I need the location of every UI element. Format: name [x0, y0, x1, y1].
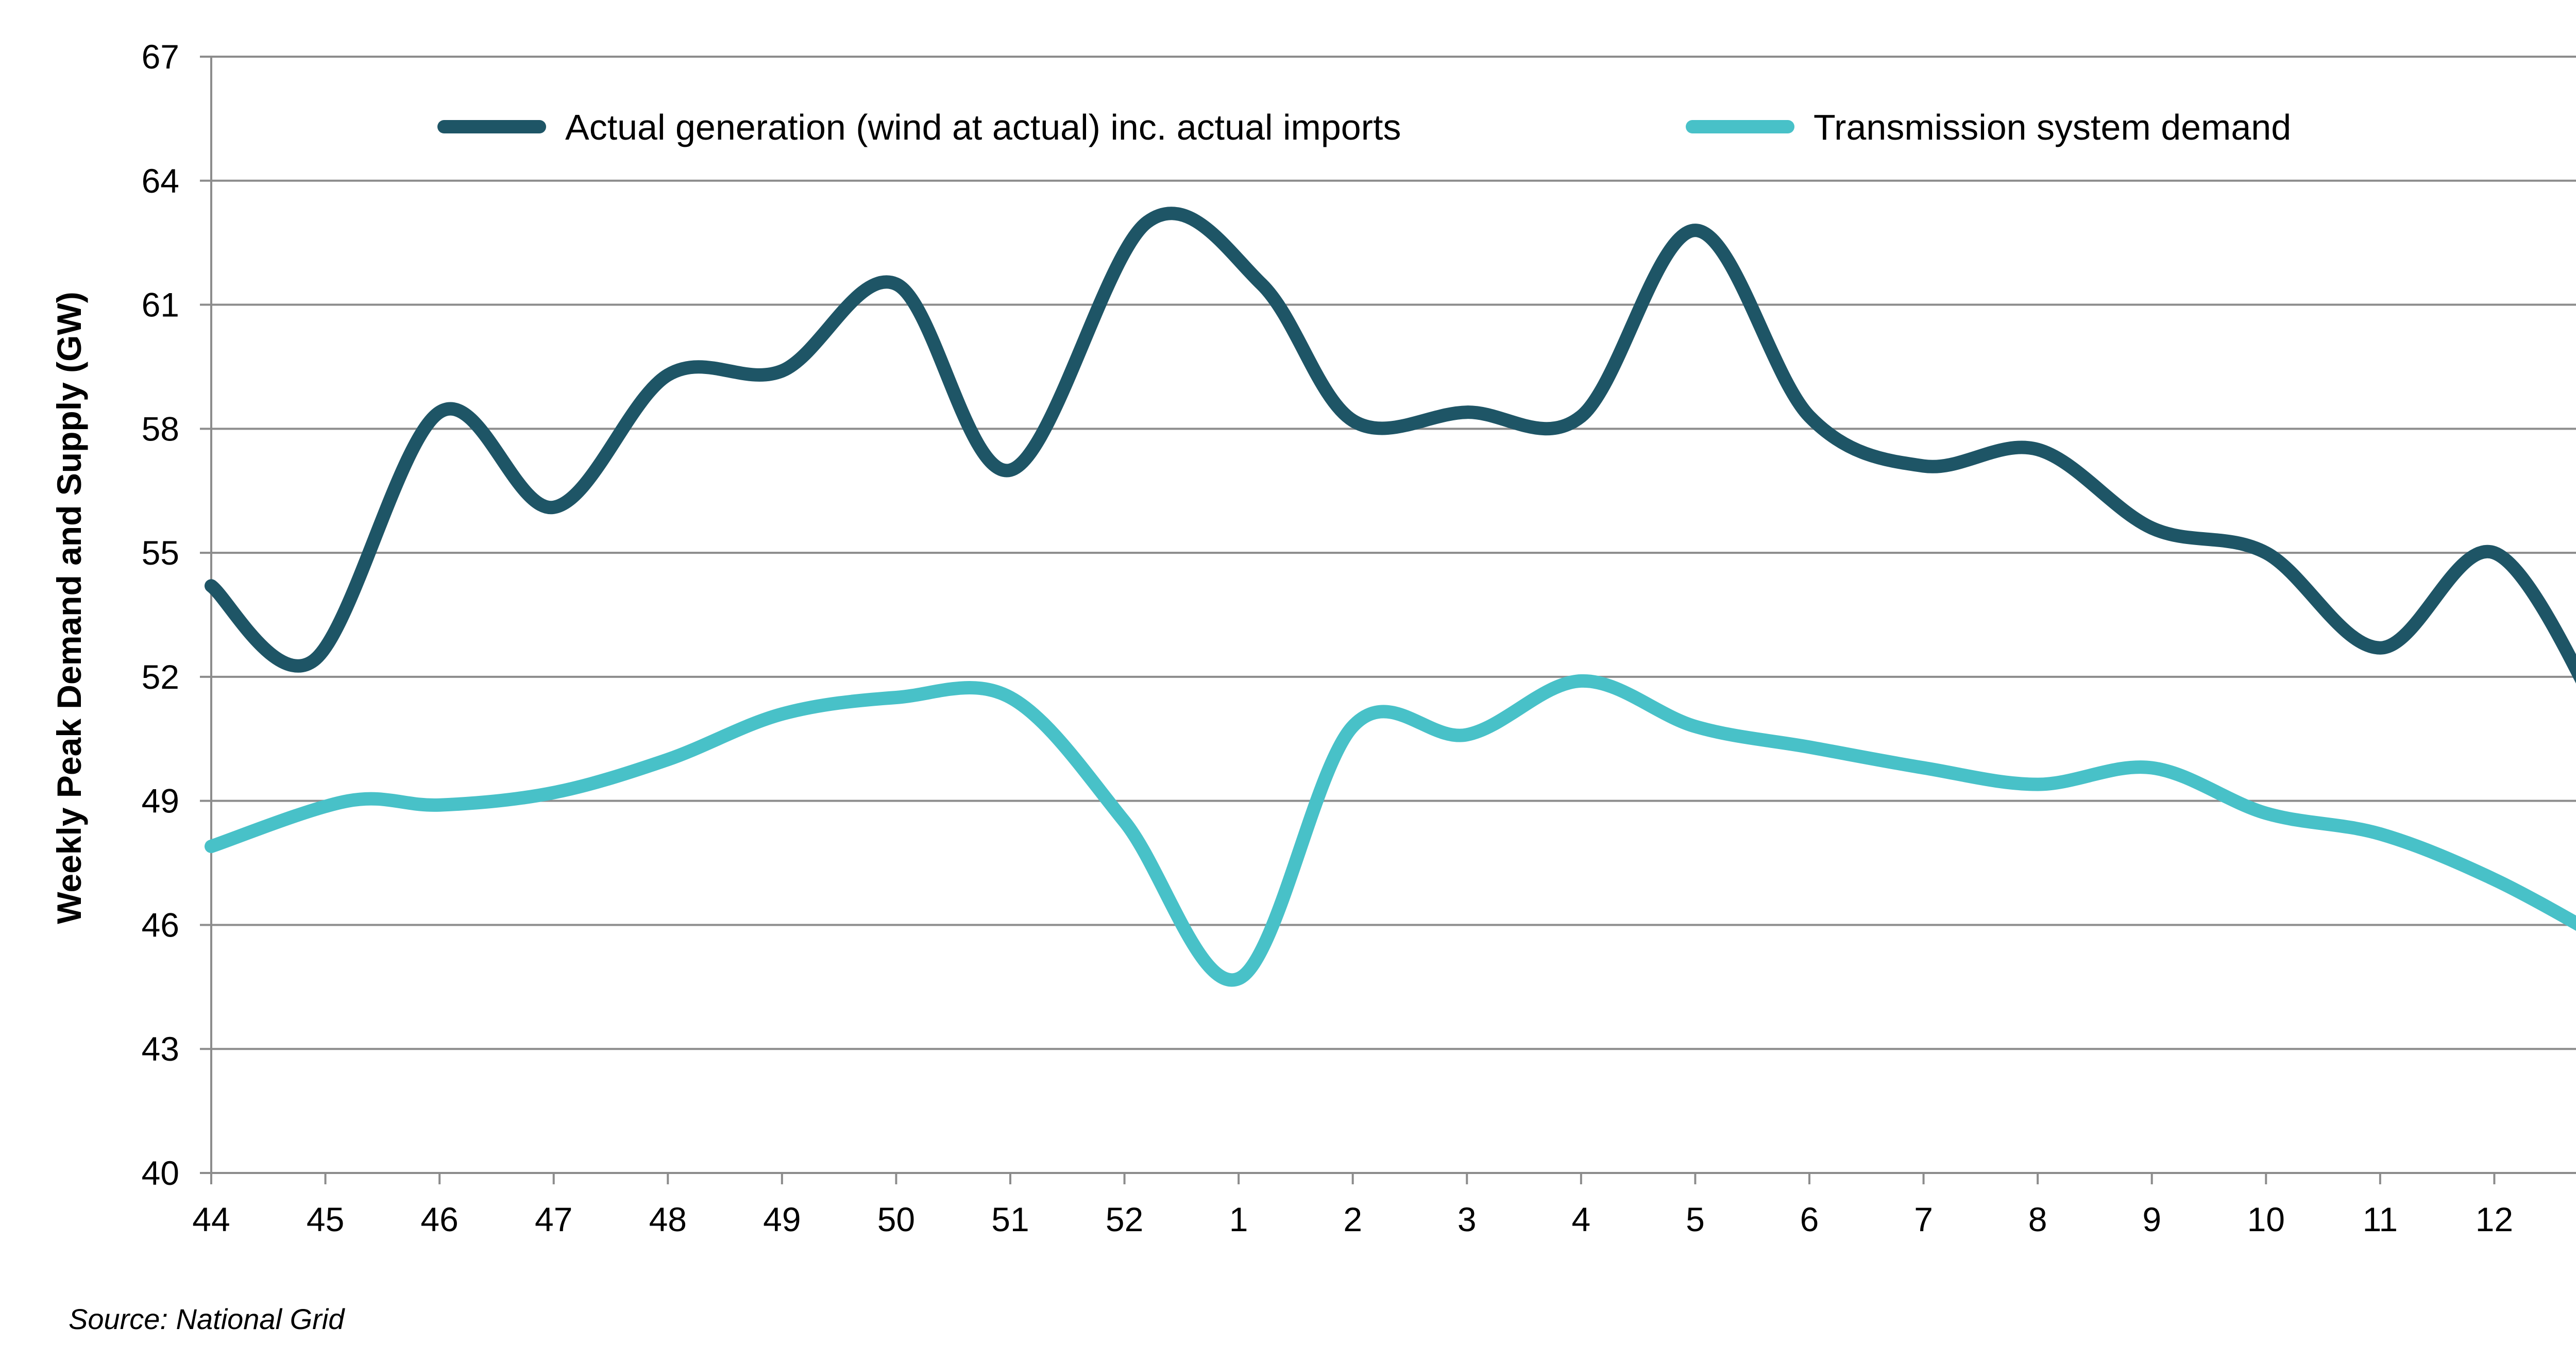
x-tick-label: 7: [1914, 1200, 1933, 1238]
source-note: Source: National Grid: [69, 1303, 345, 1335]
y-axis-title: Weekly Peak Demand and Supply (GW): [50, 292, 88, 924]
x-tick-label: 45: [307, 1200, 344, 1238]
x-tick-label: 44: [192, 1200, 230, 1238]
x-tick-label: 3: [1458, 1200, 1477, 1238]
x-tick-label: 9: [2142, 1200, 2161, 1238]
x-tick-label: 50: [877, 1200, 915, 1238]
series-lines: [205, 207, 2576, 987]
x-tick-label: 10: [2247, 1200, 2285, 1238]
y-tick-labels: 40 43 46 49 52 55 58 61 64 67: [142, 38, 179, 1192]
y-tick-label: 55: [142, 534, 179, 572]
x-tick-label: 1: [1229, 1200, 1248, 1238]
x-tick-label: 47: [535, 1200, 572, 1238]
y-tick-label: 58: [142, 410, 179, 448]
y-tick-label: 64: [142, 162, 179, 200]
x-tick-label: 6: [1800, 1200, 1819, 1238]
series-line-transmission-demand: [205, 674, 2576, 987]
axes: [200, 56, 2576, 1184]
x-tick-label: 2: [1343, 1200, 1362, 1238]
y-tick-label: 43: [142, 1030, 179, 1068]
x-tick-labels: 44454647484950515212345678910111213: [192, 1200, 2513, 1238]
x-tick-label: 12: [2476, 1200, 2513, 1238]
y-tick-label: 52: [142, 658, 179, 696]
x-tick-label: 46: [420, 1200, 458, 1238]
x-tick-label: 48: [649, 1200, 687, 1238]
x-tick-label: 8: [2028, 1200, 2047, 1238]
y-tick-label: 46: [142, 906, 179, 944]
y-tick-label: 67: [142, 38, 179, 76]
y-tick-label: 49: [142, 782, 179, 820]
y-tick-label: 40: [142, 1154, 179, 1192]
x-tick-label: 49: [763, 1200, 801, 1238]
legend-label: Transmission system demand: [1814, 107, 2291, 147]
legend: Actual generation (wind at actual) inc. …: [437, 107, 2291, 147]
legend-label: Actual generation (wind at actual) inc. …: [565, 107, 1401, 147]
x-tick-label: 11: [2363, 1200, 2398, 1238]
series-line-actual-generation: [205, 207, 2576, 684]
y-tick-label: 61: [142, 286, 179, 324]
x-tick-label: 51: [991, 1200, 1029, 1238]
x-tick-label: 52: [1106, 1200, 1143, 1238]
x-tick-label: 4: [1571, 1200, 1590, 1238]
grid-lines: [211, 56, 2576, 1050]
x-tick-label: 5: [1686, 1200, 1705, 1238]
